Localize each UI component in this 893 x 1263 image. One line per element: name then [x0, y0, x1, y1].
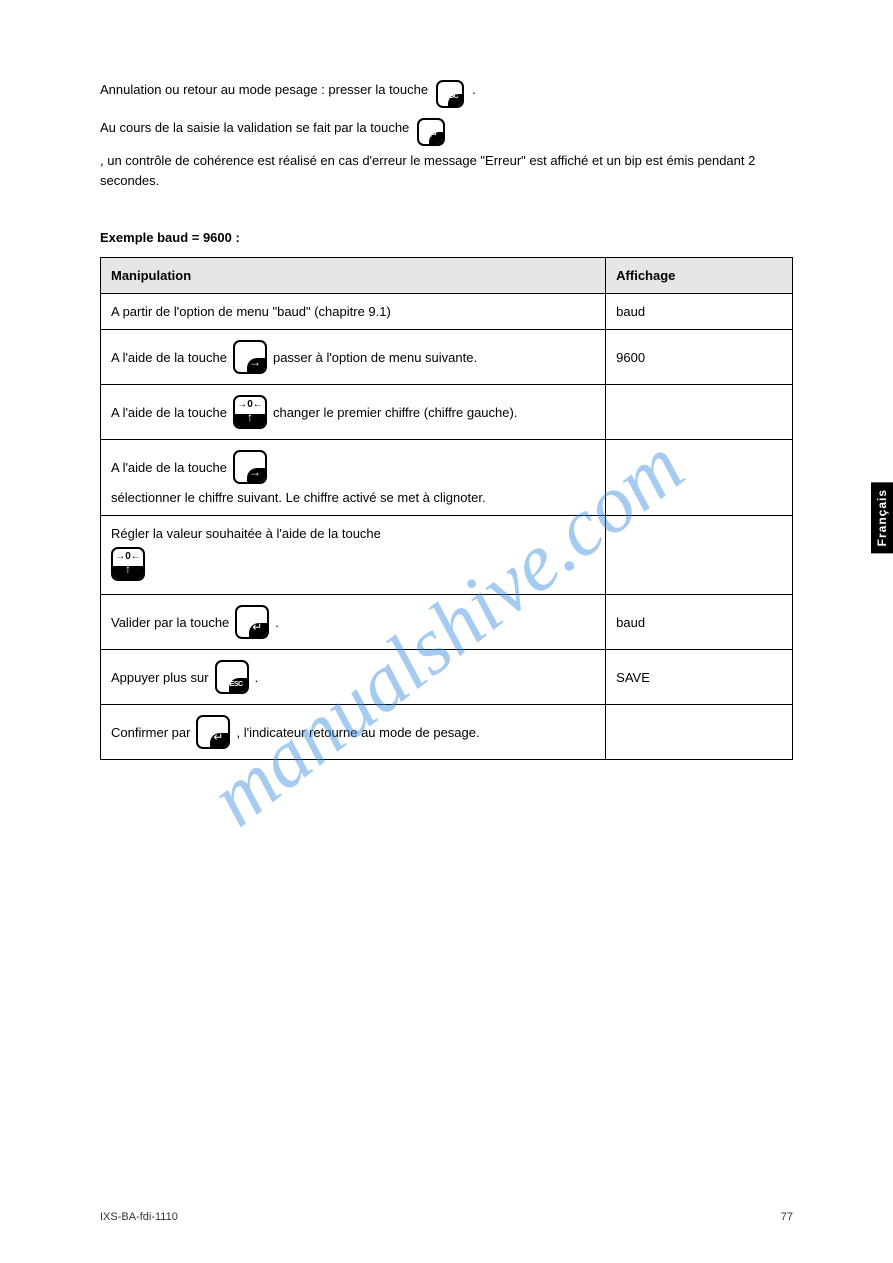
- row-7-disp: [606, 705, 793, 760]
- col-header-affichage: Affichage: [606, 258, 793, 294]
- table-row: A l'aide de la touche → sélectionner le …: [101, 440, 793, 516]
- enter-icon: ↵: [235, 605, 269, 639]
- intro-line-1-text: Annulation ou retour au mode pesage : pr…: [100, 80, 428, 100]
- row-5-disp: baud: [606, 595, 793, 650]
- zero-up-icon: →0← ↑: [233, 395, 267, 429]
- language-tab: Français: [871, 482, 893, 553]
- right-arrow-icon: →: [233, 340, 267, 374]
- example-label: Exemple baud = 9600 :: [100, 230, 793, 245]
- row-1-disp: 9600: [606, 330, 793, 385]
- intro-line-1-suffix: .: [472, 80, 476, 100]
- row-7-prefix: Confirmer par: [111, 725, 190, 740]
- enter-icon: ↵: [196, 715, 230, 749]
- row-3-disp: [606, 440, 793, 516]
- row-2-disp: [606, 385, 793, 440]
- right-arrow-icon: →: [233, 450, 267, 484]
- page-footer: IXS-BA-fdi-1110 77: [100, 1211, 793, 1223]
- row-7-suffix: , l'indicateur retourne au mode de pesag…: [236, 725, 479, 740]
- row-2-suffix: changer le premier chiffre (chiffre gauc…: [273, 405, 517, 420]
- enter-icon: ↵: [417, 118, 445, 146]
- col-header-manipulation: Manipulation: [101, 258, 606, 294]
- row-6-suffix: .: [255, 670, 259, 685]
- row-4-text: Régler la valeur souhaitée à l'aide de l…: [111, 526, 595, 541]
- table-row: A l'aide de la touche → passer à l'optio…: [101, 330, 793, 385]
- row-0-disp: baud: [606, 294, 793, 330]
- zero-up-icon: →0← ↑: [111, 547, 145, 581]
- row-6-disp: SAVE: [606, 650, 793, 705]
- row-6-prefix: Appuyer plus sur: [111, 670, 209, 685]
- table-row: A partir de l'option de menu "baud" (cha…: [101, 294, 793, 330]
- table-row: Valider par la touche ↵ . baud: [101, 595, 793, 650]
- page-content: Annulation ou retour au mode pesage : pr…: [0, 0, 893, 810]
- row-5-prefix: Valider par la touche: [111, 615, 229, 630]
- footer-right: 77: [781, 1211, 793, 1223]
- row-4-disp: [606, 516, 793, 595]
- row-3-prefix: A l'aide de la touche: [111, 460, 227, 475]
- intro-line-1: Annulation ou retour au mode pesage : pr…: [100, 80, 793, 114]
- row-5-suffix: .: [275, 615, 279, 630]
- steps-table: Manipulation Affichage A partir de l'opt…: [100, 257, 793, 760]
- table-row: Confirmer par ↵ , l'indicateur retourne …: [101, 705, 793, 760]
- table-row: A l'aide de la touche →0← ↑ changer le p…: [101, 385, 793, 440]
- footer-left: IXS-BA-fdi-1110: [100, 1211, 178, 1223]
- intro-block: Annulation ou retour au mode pesage : pr…: [100, 80, 793, 190]
- table-row: Régler la valeur souhaitée à l'aide de l…: [101, 516, 793, 595]
- esc-icon: ESC: [436, 80, 464, 108]
- intro-line-2: Au cours de la saisie la validation se f…: [100, 118, 793, 191]
- table-row: Appuyer plus sur ESC . SAVE: [101, 650, 793, 705]
- esc-icon: ESC: [215, 660, 249, 694]
- intro-line-2-suffix: , un contrôle de cohérence est réalisé e…: [100, 151, 793, 190]
- row-0-manip: A partir de l'option de menu "baud" (cha…: [111, 304, 391, 319]
- row-3-suffix: sélectionner le chiffre suivant. Le chif…: [111, 490, 486, 505]
- row-1-prefix: A l'aide de la touche: [111, 350, 227, 365]
- intro-line-2-prefix: Au cours de la saisie la validation se f…: [100, 118, 409, 138]
- row-1-suffix: passer à l'option de menu suivante.: [273, 350, 477, 365]
- row-2-prefix: A l'aide de la touche: [111, 405, 227, 420]
